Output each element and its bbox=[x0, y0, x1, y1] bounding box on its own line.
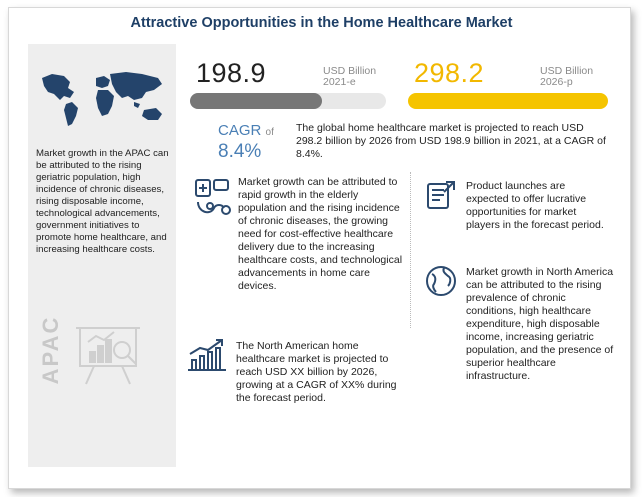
healthcare-devices-icon bbox=[195, 179, 231, 215]
infographic-title: Attractive Opportunities in the Home Hea… bbox=[130, 15, 513, 31]
market-value-2021: 198.9 bbox=[196, 58, 267, 88]
unit-2021: USD Billion bbox=[323, 65, 377, 77]
year-2026: 2026-p bbox=[540, 76, 573, 88]
product-launch-icon bbox=[427, 181, 455, 209]
globe-icon bbox=[426, 266, 456, 296]
presentation-board-icon bbox=[76, 327, 140, 385]
bar-2026 bbox=[408, 93, 608, 109]
world-map-icon bbox=[42, 72, 162, 126]
vertical-divider bbox=[410, 172, 411, 328]
cagr-value: 8.4% bbox=[218, 141, 262, 162]
bar-2021-fill bbox=[190, 93, 322, 109]
year-2021: 2021-e bbox=[323, 76, 356, 88]
product-launches-text: Product launches are expected to offer l… bbox=[466, 180, 604, 231]
market-summary: The global home healthcare market is pro… bbox=[296, 122, 606, 160]
north-america-market-text: The North American home healthcare marke… bbox=[236, 340, 397, 404]
growth-chart-icon bbox=[188, 339, 226, 371]
north-america-growth-text: Market growth in North America can be at… bbox=[466, 266, 614, 382]
growth-drivers-text: Market growth can be attributed to rapid… bbox=[238, 176, 403, 292]
unit-2026: USD Billion bbox=[540, 65, 594, 77]
cagr-label: CAGR of bbox=[218, 122, 274, 139]
apac-growth-text: Market growth in the APAC can be attribu… bbox=[36, 148, 169, 255]
market-value-2026: 298.2 bbox=[414, 58, 485, 88]
apac-region-label: APAC bbox=[38, 315, 63, 385]
